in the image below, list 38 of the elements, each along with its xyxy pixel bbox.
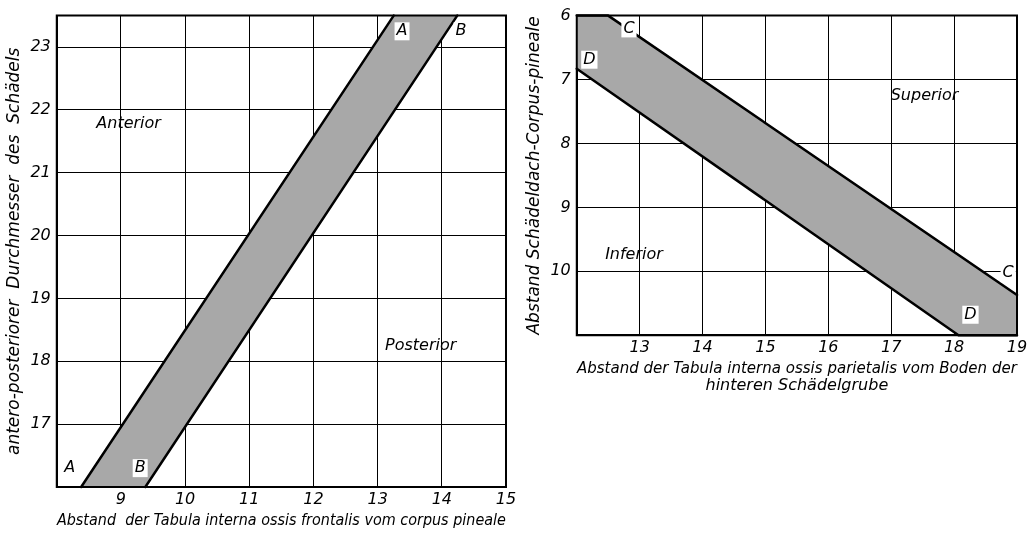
y-tick-label: 9 <box>560 196 571 216</box>
x-tick-label: 17 <box>881 336 903 356</box>
y-tick-label: 6 <box>560 4 571 24</box>
x-tick-label: 10 <box>174 488 196 508</box>
annotation: D <box>964 303 977 323</box>
y-tick-label: 20 <box>30 224 51 244</box>
x-tick-label: 9 <box>115 488 127 508</box>
y-axis-title: Abstand Schädeldach-Corpus-pineale <box>522 16 543 336</box>
y-tick-label: 8 <box>560 132 571 152</box>
y-tick-label: 22 <box>30 99 51 119</box>
y-tick-label: 7 <box>560 68 572 88</box>
y-axis-title: antero-posteriorer Durchmesser des Schädels <box>2 47 23 456</box>
x-tick-label: 12 <box>303 488 324 508</box>
x-tick-label: 13 <box>367 488 388 508</box>
x-tick-label: 19 <box>1006 336 1028 356</box>
x-tick-label: 11 <box>239 488 260 508</box>
annotation: A <box>63 457 76 477</box>
y-tick-label: 18 <box>30 350 51 370</box>
y-tick-label: 17 <box>30 413 52 433</box>
annotation: B <box>134 457 146 477</box>
x-tick-label: 18 <box>943 336 965 356</box>
x-tick-label: 14 <box>692 336 713 356</box>
x-tick-label: 15 <box>495 488 517 508</box>
x-tick-label: 13 <box>629 336 650 356</box>
y-tick-label: 23 <box>30 36 51 56</box>
y-tick-label: 21 <box>30 161 51 181</box>
x-axis-title: Abstand der Tabula interna ossis frontalis vom corpus pineale <box>55 510 506 529</box>
annotation: B <box>455 20 467 40</box>
x-tick-label: 14 <box>431 488 452 508</box>
x-tick-label: 16 <box>818 336 839 356</box>
annotation: D <box>583 48 596 68</box>
annotation: A <box>395 20 408 40</box>
annotation: C <box>623 17 636 37</box>
y-tick-label: 19 <box>30 287 51 307</box>
annotation: C <box>1002 262 1015 282</box>
y-tick-label: 10 <box>550 260 571 280</box>
x-tick-label: 15 <box>755 336 776 356</box>
x-axis-title: Abstand der Tabula interna ossis parietalis vom Boden der hinteren Schädelgrube <box>575 358 1019 394</box>
